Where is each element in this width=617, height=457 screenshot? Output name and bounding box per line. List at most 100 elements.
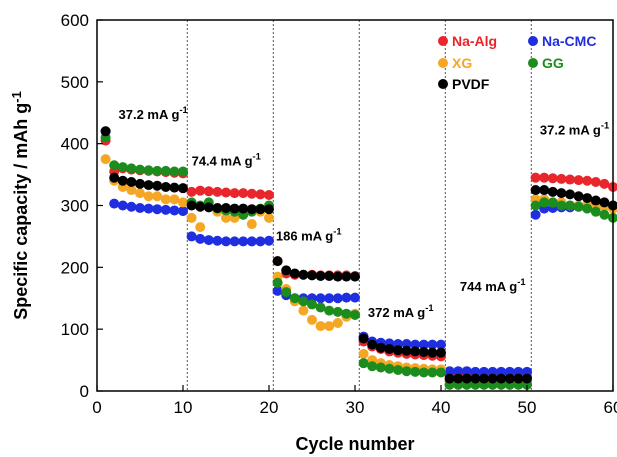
data-point bbox=[530, 209, 541, 220]
data-point bbox=[169, 194, 180, 205]
legend-marker bbox=[438, 58, 448, 68]
series-pvdf bbox=[100, 126, 617, 384]
data-point bbox=[547, 197, 558, 208]
data-point bbox=[195, 185, 206, 196]
data-point bbox=[186, 231, 197, 242]
data-point bbox=[169, 166, 180, 177]
data-point bbox=[203, 235, 214, 246]
x-tick-label: 20 bbox=[260, 398, 279, 417]
data-point bbox=[229, 236, 240, 247]
data-point bbox=[410, 366, 421, 377]
data-point bbox=[160, 181, 171, 192]
data-point bbox=[418, 367, 429, 378]
data-point bbox=[556, 200, 567, 211]
data-point bbox=[298, 305, 309, 316]
data-point bbox=[565, 174, 575, 185]
data-point bbox=[298, 269, 309, 280]
data-point bbox=[307, 299, 317, 310]
data-point bbox=[401, 345, 412, 356]
data-point bbox=[289, 268, 300, 279]
data-point bbox=[444, 366, 455, 377]
data-point bbox=[427, 347, 438, 358]
data-point bbox=[573, 191, 584, 202]
data-point bbox=[547, 186, 558, 197]
data-point bbox=[582, 175, 593, 186]
rate-label: 74.4 mA g-1 bbox=[192, 151, 261, 168]
data-point bbox=[324, 305, 335, 316]
data-point bbox=[229, 203, 240, 214]
legend-label: PVDF bbox=[452, 76, 490, 92]
data-point bbox=[229, 188, 240, 199]
axis-ticks bbox=[96, 19, 614, 392]
data-point bbox=[461, 366, 472, 377]
data-point bbox=[590, 177, 601, 188]
data-point bbox=[178, 183, 188, 194]
data-point bbox=[203, 186, 214, 197]
data-point bbox=[375, 362, 386, 373]
data-point bbox=[272, 285, 283, 296]
data-point bbox=[384, 343, 395, 354]
data-point bbox=[100, 154, 111, 165]
data-point bbox=[109, 198, 120, 209]
x-tick-label: 10 bbox=[174, 398, 193, 417]
data-point bbox=[427, 339, 438, 350]
data-point bbox=[100, 126, 111, 137]
data-point bbox=[238, 188, 249, 199]
y-tick-label: 600 bbox=[61, 11, 89, 30]
data-point bbox=[513, 373, 524, 384]
data-point bbox=[504, 373, 515, 384]
x-axis-title: Cycle number bbox=[295, 434, 414, 454]
data-point bbox=[599, 178, 610, 189]
data-point bbox=[307, 314, 317, 325]
data-point bbox=[530, 200, 541, 211]
data-point bbox=[195, 201, 206, 212]
data-point bbox=[384, 363, 395, 374]
rate-labels: 37.2 mA g-1 74.4 mA g-1 186 mA g-1 372 mA g… bbox=[119, 105, 610, 320]
data-point bbox=[315, 321, 326, 332]
data-point bbox=[238, 203, 249, 214]
data-point bbox=[539, 172, 550, 183]
data-point bbox=[556, 173, 567, 184]
data-point bbox=[135, 178, 145, 189]
data-point bbox=[143, 180, 154, 191]
data-point bbox=[332, 271, 343, 282]
data-point bbox=[565, 189, 575, 200]
data-point bbox=[212, 186, 223, 197]
data-point bbox=[461, 373, 472, 384]
data-point bbox=[246, 204, 257, 215]
data-point bbox=[238, 236, 249, 247]
data-point bbox=[565, 200, 575, 211]
data-point bbox=[169, 205, 180, 216]
data-point bbox=[375, 342, 386, 353]
data-point bbox=[221, 187, 231, 198]
data-point bbox=[152, 165, 163, 176]
data-point bbox=[109, 160, 120, 171]
data-point bbox=[401, 366, 412, 377]
data-point bbox=[315, 270, 326, 281]
data-point bbox=[350, 271, 360, 282]
data-point bbox=[272, 277, 283, 288]
data-point bbox=[117, 200, 128, 211]
data-point bbox=[160, 194, 171, 205]
data-point bbox=[212, 235, 223, 246]
data-point bbox=[582, 203, 593, 214]
data-point bbox=[444, 373, 455, 384]
data-point bbox=[143, 191, 154, 202]
data-point bbox=[522, 373, 532, 384]
data-point bbox=[324, 293, 335, 304]
data-point bbox=[143, 165, 154, 176]
data-point bbox=[307, 270, 317, 281]
data-point bbox=[264, 204, 274, 215]
data-point bbox=[264, 189, 274, 200]
data-point bbox=[556, 188, 567, 199]
data-point bbox=[195, 222, 206, 233]
legend-marker bbox=[528, 58, 538, 68]
data-point bbox=[332, 317, 343, 328]
legend-marker bbox=[528, 36, 538, 46]
data-point bbox=[126, 177, 137, 188]
data-point bbox=[324, 270, 335, 281]
data-point bbox=[350, 292, 360, 303]
data-point bbox=[453, 373, 464, 384]
data-point bbox=[599, 209, 610, 220]
data-point bbox=[315, 293, 326, 304]
